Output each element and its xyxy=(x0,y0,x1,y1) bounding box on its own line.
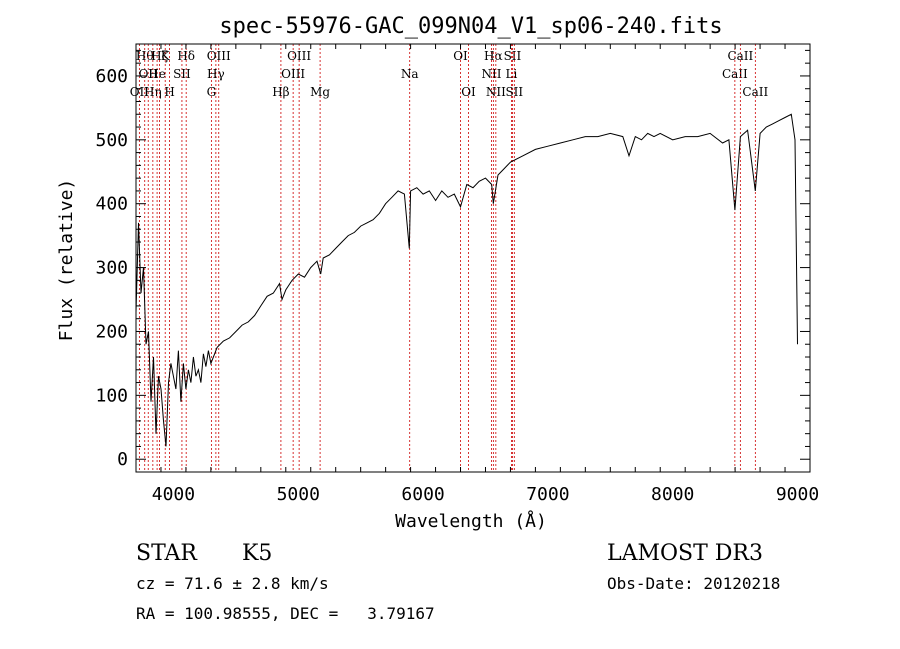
line-marker-label: Hζ xyxy=(151,49,168,63)
line-marker-label: Na xyxy=(401,67,419,81)
line-marker-label: OIII xyxy=(287,49,311,63)
y-tick-label: 500 xyxy=(95,130,128,151)
line-marker-label: NII xyxy=(486,85,506,99)
y-tick-label: 100 xyxy=(95,385,128,406)
line-marker-label: CaII xyxy=(727,49,753,63)
y-tick-label: 600 xyxy=(95,66,128,87)
line-marker-label: OIII xyxy=(207,49,231,63)
y-tick-label: 0 xyxy=(117,449,128,470)
plot-frame xyxy=(135,43,811,473)
line-marker-label: Hβ xyxy=(272,85,289,99)
line-marker-label: K xyxy=(161,49,171,63)
line-marker-label: OII xyxy=(139,67,159,81)
emission-line-markers: OIIHθOIIHηHeHζKHSIIHδGHγOIIIHβOIIIOIIIMg… xyxy=(130,44,768,472)
x-tick-label: 4000 xyxy=(152,484,195,505)
redshift-value: cz = 71.6 ± 2.8 km/s xyxy=(136,574,329,593)
line-marker-label: OI xyxy=(461,85,476,99)
object-subclass: K5 xyxy=(242,541,272,566)
x-tick-label: 5000 xyxy=(277,484,320,505)
line-marker-label: SII xyxy=(173,67,191,81)
line-marker-label: SII xyxy=(505,85,523,99)
line-marker-label: Mg xyxy=(310,85,330,99)
line-marker-label: Hα xyxy=(484,49,503,63)
x-axis-label: Wavelength (Å) xyxy=(395,510,547,532)
coordinates: RA = 100.98555, DEC = 3.79167 xyxy=(136,604,435,623)
y-axis-label: Flux (relative) xyxy=(56,179,77,342)
line-marker-label: Li xyxy=(506,67,518,81)
y-tick-label: 400 xyxy=(95,194,128,215)
object-class: STAR xyxy=(136,541,198,566)
x-tick-label: 7000 xyxy=(526,484,569,505)
y-tick-label: 200 xyxy=(95,321,128,342)
spectrum-line xyxy=(135,113,798,447)
x-axis: 4000 5000 6000 7000 8000 9000 xyxy=(152,44,819,505)
survey-name: LAMOST DR3 xyxy=(607,541,763,566)
line-marker-label: He xyxy=(148,67,166,81)
line-marker-label: SII xyxy=(504,49,522,63)
line-marker-label: CaII xyxy=(742,85,768,99)
line-marker-label: H xyxy=(164,85,174,99)
line-marker-label: Hδ xyxy=(177,49,195,63)
line-marker-label: OI xyxy=(453,49,468,63)
line-marker-label: NII xyxy=(481,67,501,81)
line-marker-label: Hγ xyxy=(207,67,225,81)
line-marker-label: OIII xyxy=(281,67,305,81)
line-marker-label: G xyxy=(207,85,217,99)
line-marker-label: Hη xyxy=(144,85,162,99)
line-marker-label: CaII xyxy=(722,67,748,81)
observation-date: Obs-Date: 20120218 xyxy=(607,574,780,593)
x-tick-label: 6000 xyxy=(401,484,444,505)
line-marker-label: Hθ xyxy=(136,49,154,63)
x-tick-label: 9000 xyxy=(776,484,819,505)
chart-title: spec-55976-GAC_099N04_V1_sp06-240.fits xyxy=(219,14,722,39)
y-tick-label: 300 xyxy=(95,258,128,279)
y-axis: 0 100 200 300 400 500 600 xyxy=(95,49,810,470)
x-tick-label: 8000 xyxy=(651,484,694,505)
